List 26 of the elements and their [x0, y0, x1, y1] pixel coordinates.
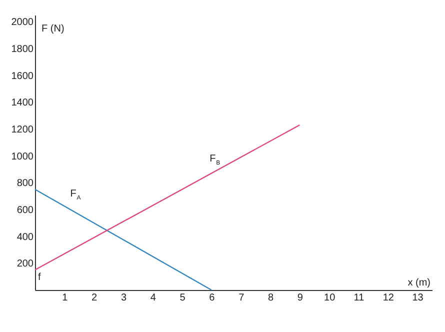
x-tick-label: 4: [150, 292, 156, 304]
x-tick-label: 12: [382, 292, 394, 304]
x-tick-label: 13: [412, 292, 424, 304]
annotation: f: [38, 272, 41, 283]
x-tick-label: 10: [324, 292, 336, 304]
y-tick-label: 200: [16, 258, 34, 270]
x-tick-label: 9: [297, 292, 304, 304]
x-tick-label: 3: [120, 292, 127, 304]
y-tick-label: 800: [16, 178, 34, 190]
y-tick-label: 1600: [11, 70, 34, 82]
y-tick-label: 1400: [11, 98, 34, 109]
y-tick-label: 2000: [11, 17, 34, 28]
x-tick-label: 6: [209, 292, 216, 304]
x-tick-label: 8: [268, 292, 274, 304]
x-tick-label: 1: [62, 292, 68, 304]
y-tick-label: 1800: [11, 44, 34, 56]
y-tick-label: 600: [16, 205, 34, 216]
y-tick-label: 400: [16, 232, 34, 243]
x-tick-label: 11: [354, 292, 365, 304]
x-tick-label: 7: [238, 292, 245, 304]
y-tick-label: 1200: [11, 124, 34, 136]
y-axis-title: F (N): [42, 24, 64, 34]
y-tick-label: 1000: [11, 151, 34, 162]
x-tick-label: 2: [92, 292, 98, 304]
x-tick-label: 5: [180, 292, 186, 304]
x-axis-title: x (m): [408, 278, 430, 288]
